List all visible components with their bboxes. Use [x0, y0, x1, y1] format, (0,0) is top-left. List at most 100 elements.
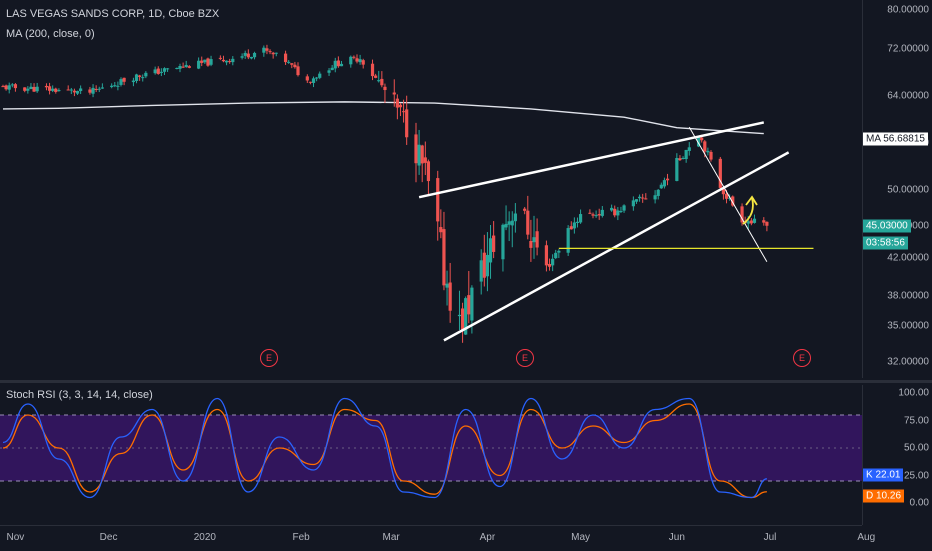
candle-body[interactable]: [746, 221, 750, 224]
candle-body[interactable]: [575, 221, 580, 224]
candle-body[interactable]: [134, 74, 139, 81]
candle-body[interactable]: [616, 210, 620, 216]
time-axis-label[interactable]: Feb: [292, 532, 310, 543]
candle-body[interactable]: [706, 150, 710, 153]
candle-body[interactable]: [678, 158, 682, 161]
price-axis-label[interactable]: 32.00000: [887, 356, 929, 368]
time-axis-label[interactable]: 2020: [193, 532, 216, 543]
candle-body[interactable]: [659, 184, 663, 189]
candle-body[interactable]: [88, 89, 92, 93]
candle-body[interactable]: [401, 111, 406, 113]
candle-body[interactable]: [333, 60, 337, 69]
candle-body[interactable]: [374, 75, 378, 78]
time-axis-label[interactable]: May: [571, 532, 591, 543]
stoch-band[interactable]: [0, 415, 862, 481]
candle-body[interactable]: [305, 76, 309, 81]
candle-body[interactable]: [762, 220, 766, 223]
stoch-axis-label[interactable]: 50.00: [903, 442, 929, 454]
candle-body[interactable]: [116, 85, 120, 87]
candle-body[interactable]: [156, 68, 160, 74]
candle-body[interactable]: [327, 70, 331, 73]
stoch-axis-label[interactable]: 100.00: [898, 387, 929, 399]
candle-body[interactable]: [181, 66, 185, 68]
candle-body[interactable]: [718, 158, 722, 188]
candle-body[interactable]: [228, 61, 232, 63]
candle-body[interactable]: [224, 60, 229, 63]
candle-body[interactable]: [94, 89, 98, 91]
candle-body[interactable]: [752, 218, 757, 223]
price-axis-label[interactable]: 80.00000: [887, 4, 929, 16]
candle-body[interactable]: [529, 240, 533, 248]
candle-body[interactable]: [7, 85, 11, 90]
candle-body[interactable]: [318, 73, 322, 78]
candle-body[interactable]: [696, 136, 701, 147]
stoch-k-tag[interactable]: K 22.01: [863, 468, 904, 482]
candle-body[interactable]: [544, 245, 549, 266]
stoch-axis-label[interactable]: 25.00: [903, 470, 929, 481]
candle-body[interactable]: [569, 226, 573, 230]
candle-body[interactable]: [175, 67, 179, 70]
candle-body[interactable]: [54, 88, 58, 92]
symbol-legend[interactable]: LAS VEGAS SANDS CORP, 1D, Cboe BZX: [6, 8, 220, 20]
candle-body[interactable]: [349, 56, 353, 65]
candle-body[interactable]: [619, 211, 623, 213]
candle-body[interactable]: [510, 220, 514, 226]
upward-arrow[interactable]: [742, 197, 754, 225]
candle-body[interactable]: [271, 52, 275, 55]
candle-body[interactable]: [218, 57, 222, 59]
candle-body[interactable]: [392, 92, 396, 95]
candle-body[interactable]: [358, 59, 362, 63]
candle-body[interactable]: [398, 104, 403, 108]
candle-body[interactable]: [144, 72, 148, 77]
candle-body[interactable]: [504, 223, 508, 228]
candle-body[interactable]: [197, 60, 201, 69]
candle-body[interactable]: [75, 90, 80, 94]
candle-body[interactable]: [513, 213, 517, 222]
candle-body[interactable]: [448, 282, 452, 311]
time-axis-label[interactable]: Jun: [668, 532, 685, 543]
candle-body[interactable]: [380, 78, 384, 86]
candle-body[interactable]: [417, 144, 421, 166]
candle-body[interactable]: [479, 260, 483, 282]
candle-body[interactable]: [687, 147, 691, 151]
candle-body[interactable]: [32, 86, 36, 92]
candle-body[interactable]: [66, 89, 70, 91]
candle-body[interactable]: [283, 53, 288, 63]
candle-body[interactable]: [119, 79, 123, 85]
candle-body[interactable]: [681, 157, 685, 159]
candle-body[interactable]: [69, 89, 73, 91]
candle-body[interactable]: [165, 68, 170, 70]
candle-body[interactable]: [460, 308, 465, 332]
price-axis-label[interactable]: 38.00000: [887, 290, 929, 302]
time-axis-label[interactable]: Dec: [99, 532, 118, 543]
price-pane[interactable]: LAS VEGAS SANDS CORP, 1D, Cboe BZX MA (2…: [0, 0, 862, 378]
candle-body[interactable]: [485, 254, 490, 277]
candle-body[interactable]: [554, 252, 558, 259]
candle-body[interactable]: [209, 59, 213, 65]
time-axis-label[interactable]: Jul: [763, 532, 777, 543]
stoch-axis-label[interactable]: 75.00: [903, 415, 929, 426]
candle-body[interactable]: [420, 145, 424, 164]
candle-body[interactable]: [439, 227, 443, 233]
candle-body[interactable]: [675, 158, 679, 181]
candle-body[interactable]: [578, 214, 583, 223]
candle-body[interactable]: [551, 258, 555, 266]
price-axis[interactable]: 80.0000072.0000064.0000056.0000050.00000…: [862, 0, 932, 378]
candle-body[interactable]: [352, 56, 356, 58]
candle-body[interactable]: [141, 77, 145, 79]
candle-body[interactable]: [535, 231, 539, 248]
bar-countdown-tag[interactable]: 03:58:56: [863, 236, 908, 250]
candle-body[interactable]: [507, 221, 511, 225]
candle-body[interactable]: [249, 56, 254, 59]
ma-200-line[interactable]: [2, 101, 764, 135]
candle-body[interactable]: [572, 222, 576, 229]
ma-legend[interactable]: MA (200, close, 0): [6, 28, 95, 40]
candle-body[interactable]: [330, 67, 334, 71]
candle-body[interactable]: [262, 47, 266, 53]
candle-body[interactable]: [641, 197, 645, 199]
candle-body[interactable]: [200, 60, 204, 63]
earnings-marker[interactable]: E: [516, 349, 534, 367]
candle-body[interactable]: [622, 205, 626, 211]
candle-body[interactable]: [162, 68, 167, 72]
candle-body[interactable]: [588, 212, 592, 214]
